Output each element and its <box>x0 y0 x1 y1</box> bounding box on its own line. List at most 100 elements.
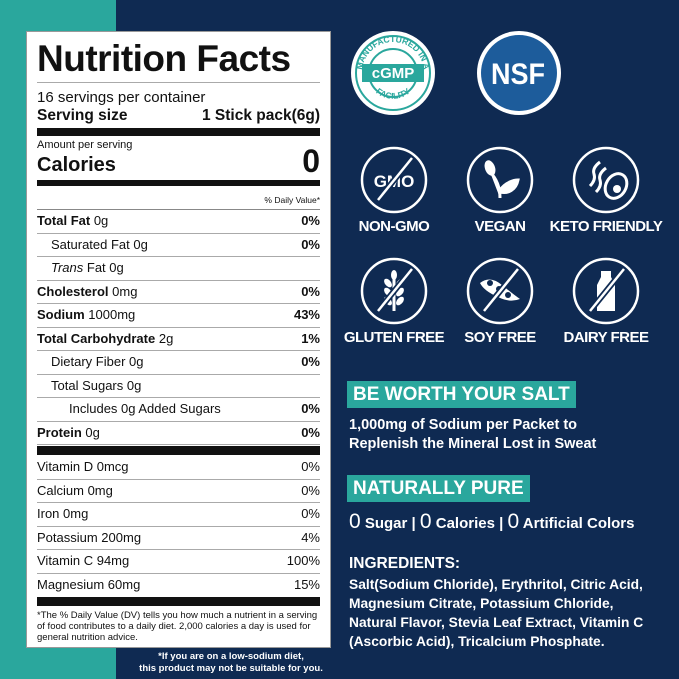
thick-divider <box>37 597 320 606</box>
serving-size-label: Serving size <box>37 107 128 124</box>
nutrient-amount: 2g <box>158 330 174 346</box>
vitamin-dv: 0% <box>301 459 320 474</box>
sodium-warning-line: this product may not be suitable for you… <box>139 663 323 674</box>
feature-label: NON-GMO <box>358 218 430 235</box>
zero-claims: 0 Sugar | 0 Calories | 0 Artificial Colo… <box>349 510 635 534</box>
vitamin-dv: 0% <box>301 482 320 498</box>
feature-label: GLUTEN FREE <box>343 329 445 346</box>
nutrient-dv: 43% <box>293 307 320 322</box>
vitamin-row: Magnesium 60mg 15% <box>37 574 320 597</box>
amount-per-serving: Amount per serving <box>37 139 133 151</box>
nutrient-row: Sodium 1000mg 43% <box>37 304 320 328</box>
nutrient-amount: Fat 0g <box>86 260 124 275</box>
nutrient-row: Protein 0g 0% <box>37 422 320 445</box>
vitamin-row: Vitamin D 0mcg 0% <box>37 456 320 480</box>
thick-divider <box>37 180 320 186</box>
servings-per-container: 16 servings per container <box>37 89 206 106</box>
salt-line: Replenish the Mineral Lost in Sweat <box>349 435 597 452</box>
pure-heading: NATURALLY PURE <box>347 475 530 502</box>
nutrient-name: Trans <box>51 260 84 275</box>
calories-label: Calories <box>37 154 116 176</box>
svg-text:FACILITY: FACILITY <box>374 86 412 101</box>
nutrient-name: Protein <box>37 424 82 440</box>
ingredients-heading: INGREDIENTS: <box>349 555 461 572</box>
dv-footnote: *The % Daily Value (DV) tells you how mu… <box>37 610 318 643</box>
nutrient-amount: 1000mg <box>88 307 136 322</box>
nutrient-row: Cholesterol 0mg 0% <box>37 281 320 304</box>
vitamin-dv: 0% <box>301 506 320 521</box>
sodium-warning: *If you are on a low-sodium diet, this pr… <box>116 651 346 675</box>
wheat-crossed-icon <box>360 257 428 325</box>
vitamin-row: Calcium 0mg 0% <box>37 480 320 503</box>
leaf-icon <box>466 146 534 214</box>
nutrient-dv: 0% <box>301 283 320 299</box>
salt-line: 1,000mg of Sodium per Packet to <box>349 417 578 433</box>
vitamin-name: Magnesium 60mg <box>37 576 141 592</box>
feature-label: DAIRY FREE <box>563 329 649 346</box>
milk-bottle-crossed-icon <box>572 257 640 325</box>
thick-divider <box>37 446 320 455</box>
nutrient-dv: 0% <box>301 354 320 369</box>
zero: 0 <box>349 510 361 533</box>
nutrient-dv: 0% <box>301 424 320 440</box>
nutrient-row: Saturated Fat 0g 0% <box>37 234 320 257</box>
nutrient-name: Total Sugars <box>51 377 124 393</box>
vitamin-name: Iron 0mg <box>37 506 89 521</box>
nsf-badge: NSF <box>477 31 561 115</box>
feature-label: KETO FRIENDLY <box>549 218 663 235</box>
zero: 0 <box>419 510 432 533</box>
nutrient-name: Total Carbohydrate <box>37 330 156 346</box>
nutrition-facts-label: Nutrition Facts 16 servings per containe… <box>26 31 331 648</box>
nutrient-name: Includes 0g Added Sugars <box>69 401 221 416</box>
vitamin-name: Calcium 0mg <box>37 482 113 498</box>
serving-size-value: 1 Stick pack(6g) <box>201 107 320 124</box>
salt-heading: BE WORTH YOUR SALT <box>347 381 576 408</box>
gmo-crossed-icon: GMO <box>360 146 428 214</box>
vitamin-name: Potassium 200mg <box>37 529 142 545</box>
ingredient-line: Natural Flavor, Stevia Leaf Extract, Vit… <box>349 615 644 630</box>
ingredient-line: Magnesium Citrate, Potassium Chloride, <box>349 596 614 611</box>
nutrient-name: Cholesterol <box>37 283 109 299</box>
nutrient-dv: 0% <box>301 401 320 416</box>
nutrient-name: Total Fat <box>37 213 91 228</box>
nutrient-dv: 1% <box>301 330 320 346</box>
nutrient-row: Total Sugars 0g <box>37 375 320 398</box>
vitamin-row: Potassium 200mg 4% <box>37 527 320 550</box>
soybean-crossed-icon <box>466 257 534 325</box>
ingredient-line: Salt(Sodium Chloride), Erythritol, Citri… <box>349 577 643 592</box>
nutrient-row: Includes 0g Added Sugars 0% <box>37 398 320 422</box>
thick-divider <box>37 128 320 136</box>
nutrient-name: Sodium <box>37 307 85 322</box>
vitamin-dv: 15% <box>293 576 320 592</box>
claim: Artificial Colors <box>519 515 635 532</box>
svg-text:cGMP: cGMP <box>372 65 415 82</box>
nutrient-name: Saturated Fat <box>51 236 130 252</box>
label-title: Nutrition Facts <box>37 38 320 83</box>
nutrient-row: Trans Fat 0g <box>37 257 320 281</box>
vitamin-dv: 4% <box>301 529 320 545</box>
nutrient-amount: 0mg <box>112 283 138 299</box>
nutrient-amount: 0g <box>133 236 148 252</box>
serving-size: Serving size 1 Stick pack(6g) <box>37 106 320 125</box>
calories-value: 0 <box>302 143 320 179</box>
calories: Calories 0 <box>37 145 320 177</box>
nutrient-name: Dietary Fiber <box>51 354 126 369</box>
vitamin-name: Vitamin C 94mg <box>37 553 130 568</box>
daily-value-header: % Daily Value* <box>37 189 320 210</box>
nutrient-amount: 0g <box>129 354 144 369</box>
nutrient-dv: 0% <box>301 236 320 252</box>
bacon-avocado-icon <box>572 146 640 214</box>
nutrient-row: Dietary Fiber 0g 0% <box>37 351 320 375</box>
nutrient-amount: 0g <box>85 424 100 440</box>
nutrient-amount: 0g <box>93 213 109 228</box>
vitamin-name: Vitamin D 0mcg <box>37 459 129 474</box>
vitamin-dv: 100% <box>286 553 320 568</box>
feature-label: SOY FREE <box>464 329 536 346</box>
claim: Sugar | <box>360 515 420 532</box>
nutrient-row: Total Carbohydrate 2g 1% <box>37 328 320 351</box>
svg-text:NSF: NSF <box>491 58 545 91</box>
vitamin-row: Iron 0mg 0% <box>37 503 320 527</box>
claim: Calories | <box>431 515 508 532</box>
cgmp-badge: MANUFACTURED IN A FACILITY cGMP <box>351 31 435 115</box>
nutrient-dv: 0% <box>301 213 320 228</box>
